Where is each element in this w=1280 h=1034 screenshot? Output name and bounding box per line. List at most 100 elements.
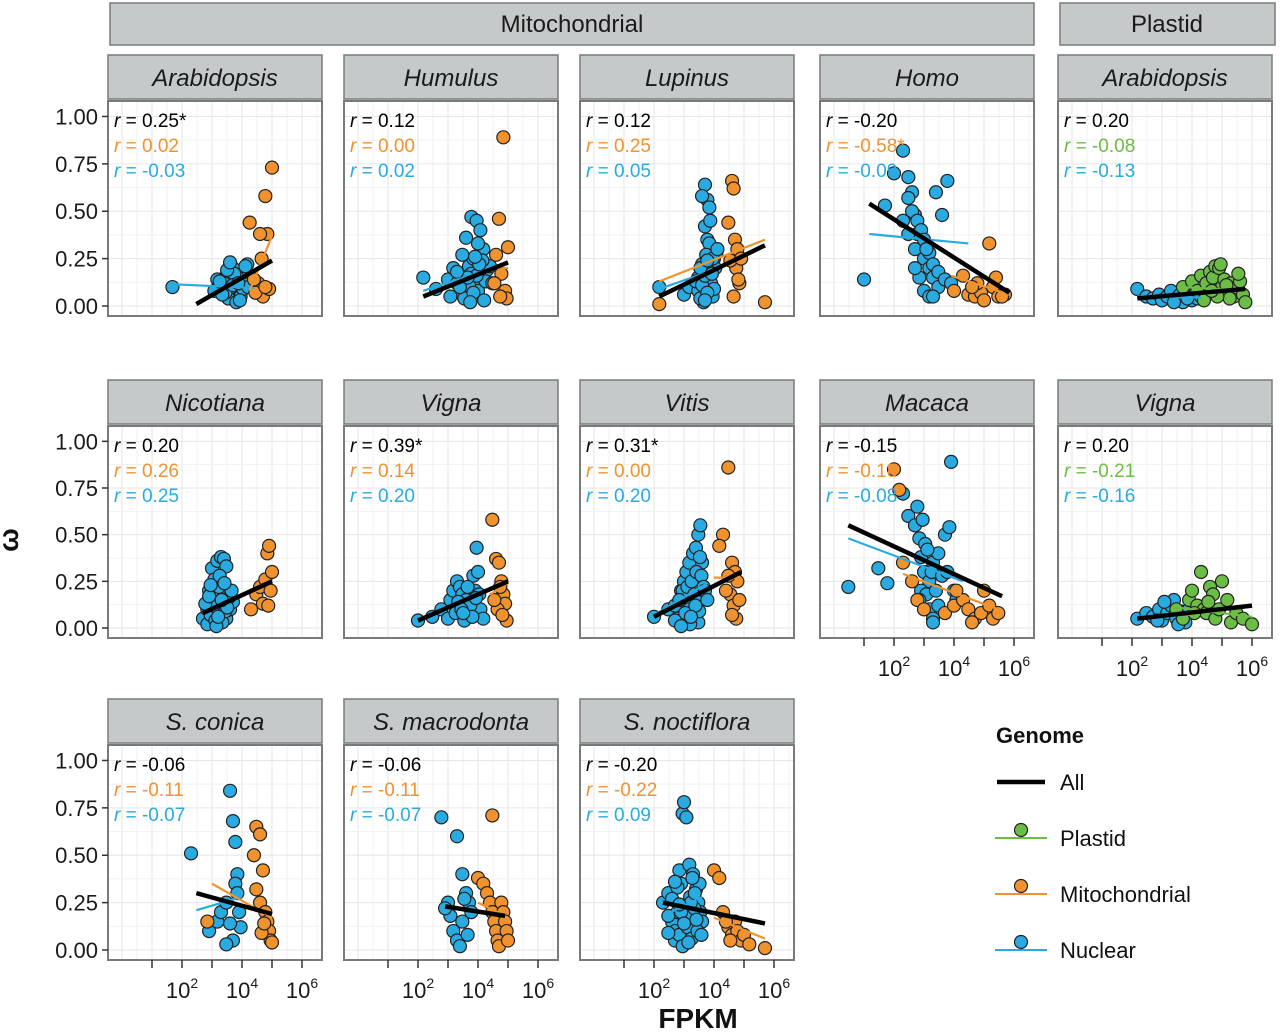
annotation-r-plastid: r = -0.08	[1064, 136, 1135, 157]
panel-title: Humulus	[404, 65, 499, 92]
nuclear-point	[457, 891, 472, 906]
plastid-point	[1244, 617, 1260, 632]
mitochondrial-point	[916, 602, 932, 617]
panel-title: Vigna	[1135, 390, 1196, 417]
all-fit-line	[195, 890, 273, 917]
y-tick-label: 1.00	[55, 104, 98, 129]
legend-item-all: All	[997, 770, 1084, 795]
all-fit-line	[662, 900, 766, 926]
annotation-r-all: r = 0.25*	[114, 111, 187, 132]
mitochondrial-point	[255, 863, 271, 878]
y-tick-label: 0.50	[55, 843, 98, 868]
mitochondrial-point	[757, 295, 773, 310]
annotation-r-mitochondrial: r = -0.22	[586, 780, 657, 801]
nuclear-point	[455, 914, 470, 929]
mitochondrial-point	[731, 272, 746, 287]
nuclear-point	[1130, 281, 1145, 297]
plot-background	[344, 745, 558, 960]
annotation-r-nuclear: r = -0.07	[350, 805, 421, 826]
x-tick-label: 104	[698, 975, 730, 1003]
plastid-point	[1220, 592, 1235, 608]
mitochondrial-point	[726, 289, 741, 304]
legend-item-plastid: Plastid	[995, 822, 1126, 851]
annotation-r-all: r = 0.12	[586, 111, 651, 132]
nuclear-point	[232, 293, 247, 308]
panel-strip	[343, 379, 559, 425]
plastid-point	[1213, 257, 1228, 272]
plastid-point	[1222, 291, 1237, 306]
mitochondrial-point	[261, 538, 277, 553]
annotation-r-mitochondrial: r = 0.25	[586, 136, 651, 157]
nuclear-point	[702, 200, 717, 215]
nuclear-point	[942, 520, 957, 535]
gridlines	[108, 426, 322, 638]
nuclear-point	[455, 867, 470, 882]
nuclear-point	[222, 783, 238, 798]
nuclear-point	[693, 518, 708, 533]
all-fit-line	[658, 243, 766, 299]
nuclear-point	[434, 810, 449, 825]
x-tick-label: 106	[286, 975, 318, 1003]
nuclear-point	[871, 561, 886, 576]
nuclear-point	[455, 247, 470, 262]
nuclear-point	[681, 935, 696, 950]
x-tick-label: 106	[758, 975, 790, 1003]
gridlines	[580, 101, 794, 316]
mitochondrial-point	[495, 607, 510, 623]
annotation-r-nuclear: r = 0.20	[350, 486, 415, 507]
nuclear-point	[469, 540, 484, 555]
nuclear-point	[925, 615, 941, 630]
y-tick-label: 1.00	[55, 429, 98, 454]
mitochondrial-point	[487, 592, 502, 608]
panel-strip	[343, 54, 559, 100]
panel-5: Nicotiana r = 0.20 r = 0.26 r = 0.25 0.00 0.2…	[55, 379, 323, 641]
nuclear-point	[856, 272, 872, 287]
mitochondrial-point	[264, 160, 280, 175]
legend-title: Genome	[996, 723, 1084, 748]
all-fit-line	[1137, 603, 1253, 621]
nuclear-point	[443, 289, 458, 304]
annotation-r-nuclear: r = 0.02	[350, 161, 415, 182]
panel-strip	[579, 698, 795, 744]
panel-12: S. noctiflora r = -0.20 r = -0.22 r = 0.09 1…	[579, 698, 795, 1003]
all-fit-line	[195, 258, 274, 307]
panel-title: Homo	[895, 65, 959, 92]
annotation-r-mitochondrial: r = 0.00	[586, 461, 651, 482]
nuclear-point	[915, 512, 930, 527]
nuclear-point	[679, 810, 694, 825]
panel-border	[579, 100, 795, 317]
annotation-r-all: r = 0.20	[114, 436, 179, 457]
mitochondrial-point	[976, 293, 992, 308]
mitochondrial-fit-line	[248, 235, 274, 292]
annotation-r-all: r = -0.20	[586, 755, 657, 776]
all-fit-line	[444, 904, 506, 919]
mitochondrial-point	[500, 933, 516, 948]
mitochondrial-point	[946, 283, 962, 298]
panel-8: Macaca r = -0.15 r = -0.18 r = -0.08 102 104 1…	[819, 379, 1035, 681]
nuclear-point	[416, 270, 431, 285]
nuclear-point	[895, 143, 911, 158]
mitochondrial-point	[261, 598, 276, 613]
nuclear-point	[222, 916, 238, 931]
annotation-r-mitochondrial: r = 0.00	[350, 136, 415, 157]
y-tick-label: 0.75	[55, 796, 98, 821]
mitochondrial-point	[652, 297, 667, 312]
nuclear-point	[473, 223, 488, 238]
nuclear-point	[673, 619, 689, 634]
annotation-r-all: r = -0.06	[350, 755, 421, 776]
nuclear-point	[841, 579, 856, 595]
panel-strip	[343, 698, 559, 744]
annotation-r-nuclear: r = -0.03	[114, 161, 185, 182]
all-fit-line	[417, 579, 509, 623]
nuclear-point	[925, 289, 941, 304]
panel-strip	[107, 54, 323, 100]
annotation-r-all: r = -0.06	[114, 755, 185, 776]
plastid-point	[1238, 295, 1253, 310]
nuclear-point	[703, 213, 718, 228]
panel-title: Macaca	[885, 390, 969, 417]
mitochondrial-fit-line	[950, 274, 1010, 296]
mitochondrial-point	[937, 605, 953, 621]
annotation-r-mitochondrial: r = -0.18	[826, 461, 897, 482]
annotation-r-nuclear: r = 0.09	[586, 805, 651, 826]
panel-0: Arabidopsis r = 0.25* r = 0.02 r = -0.03 0.0…	[55, 54, 323, 319]
